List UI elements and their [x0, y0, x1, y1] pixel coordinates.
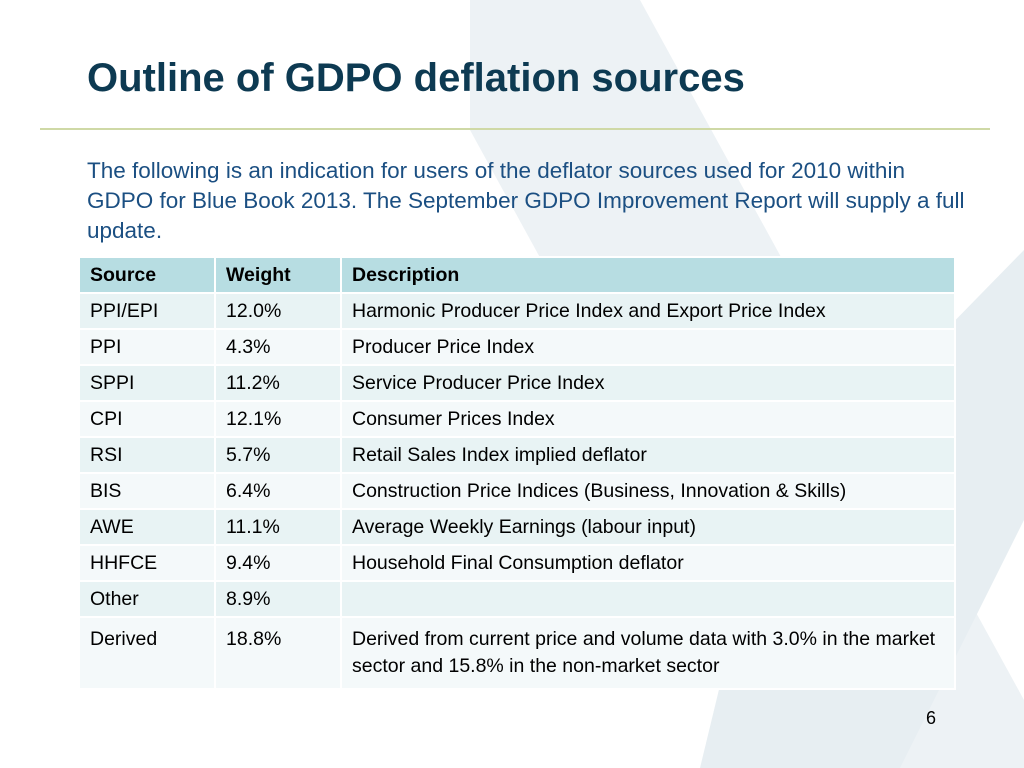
page-number: 6: [926, 708, 937, 728]
source-cell: BIS: [78, 472, 216, 510]
table-row: Other 8.9%: [78, 580, 956, 618]
description-cell: Derived from current price and volume da…: [340, 616, 956, 690]
column-header-description: Description: [340, 256, 956, 294]
weight-cell: 12.0%: [214, 292, 342, 330]
weight-cell: 6.4%: [214, 472, 342, 510]
table-row: RSI 5.7% Retail Sales Index implied defl…: [78, 436, 956, 474]
table-header-row: Source Weight Description: [78, 256, 956, 294]
source-cell: AWE: [78, 508, 216, 546]
intro-paragraph: The following is an indication for users…: [87, 158, 965, 243]
source-cell: Derived: [78, 616, 216, 690]
source-cell: SPPI: [78, 364, 216, 402]
description-cell: [340, 580, 956, 618]
description-cell: Producer Price Index: [340, 328, 956, 366]
title-divider: [40, 128, 990, 130]
weight-cell: 8.9%: [214, 580, 342, 618]
slide-title: Outline of GDPO deflation sources: [87, 56, 745, 100]
weight-cell: 11.2%: [214, 364, 342, 402]
table-row: Derived 18.8% Derived from current price…: [78, 616, 956, 690]
source-cell: CPI: [78, 400, 216, 438]
table-row: CPI 12.1% Consumer Prices Index: [78, 400, 956, 438]
source-cell: PPI/EPI: [78, 292, 216, 330]
table-row: SPPI 11.2% Service Producer Price Index: [78, 364, 956, 402]
description-cell: Retail Sales Index implied deflator: [340, 436, 956, 474]
source-cell: PPI: [78, 328, 216, 366]
weight-cell: 12.1%: [214, 400, 342, 438]
column-header-source: Source: [78, 256, 216, 294]
table-row: BIS 6.4% Construction Price Indices (Bus…: [78, 472, 956, 510]
column-header-weight: Weight: [214, 256, 342, 294]
source-cell: Other: [78, 580, 216, 618]
table-row: HHFCE 9.4% Household Final Consumption d…: [78, 544, 956, 582]
source-cell: HHFCE: [78, 544, 216, 582]
description-cell: Harmonic Producer Price Index and Export…: [340, 292, 956, 330]
weight-cell: 18.8%: [214, 616, 342, 690]
description-cell: Average Weekly Earnings (labour input): [340, 508, 956, 546]
table-row: PPI/EPI 12.0% Harmonic Producer Price In…: [78, 292, 956, 330]
source-cell: RSI: [78, 436, 216, 474]
weight-cell: 4.3%: [214, 328, 342, 366]
weight-cell: 9.4%: [214, 544, 342, 582]
weight-cell: 11.1%: [214, 508, 342, 546]
table-row: AWE 11.1% Average Weekly Earnings (labou…: [78, 508, 956, 546]
table-row: PPI 4.3% Producer Price Index: [78, 328, 956, 366]
description-cell: Service Producer Price Index: [340, 364, 956, 402]
description-cell: Consumer Prices Index: [340, 400, 956, 438]
description-cell: Construction Price Indices (Business, In…: [340, 472, 956, 510]
deflator-sources-table: Source Weight Description PPI/EPI 12.0% …: [78, 256, 956, 690]
weight-cell: 5.7%: [214, 436, 342, 474]
description-cell: Household Final Consumption deflator: [340, 544, 956, 582]
